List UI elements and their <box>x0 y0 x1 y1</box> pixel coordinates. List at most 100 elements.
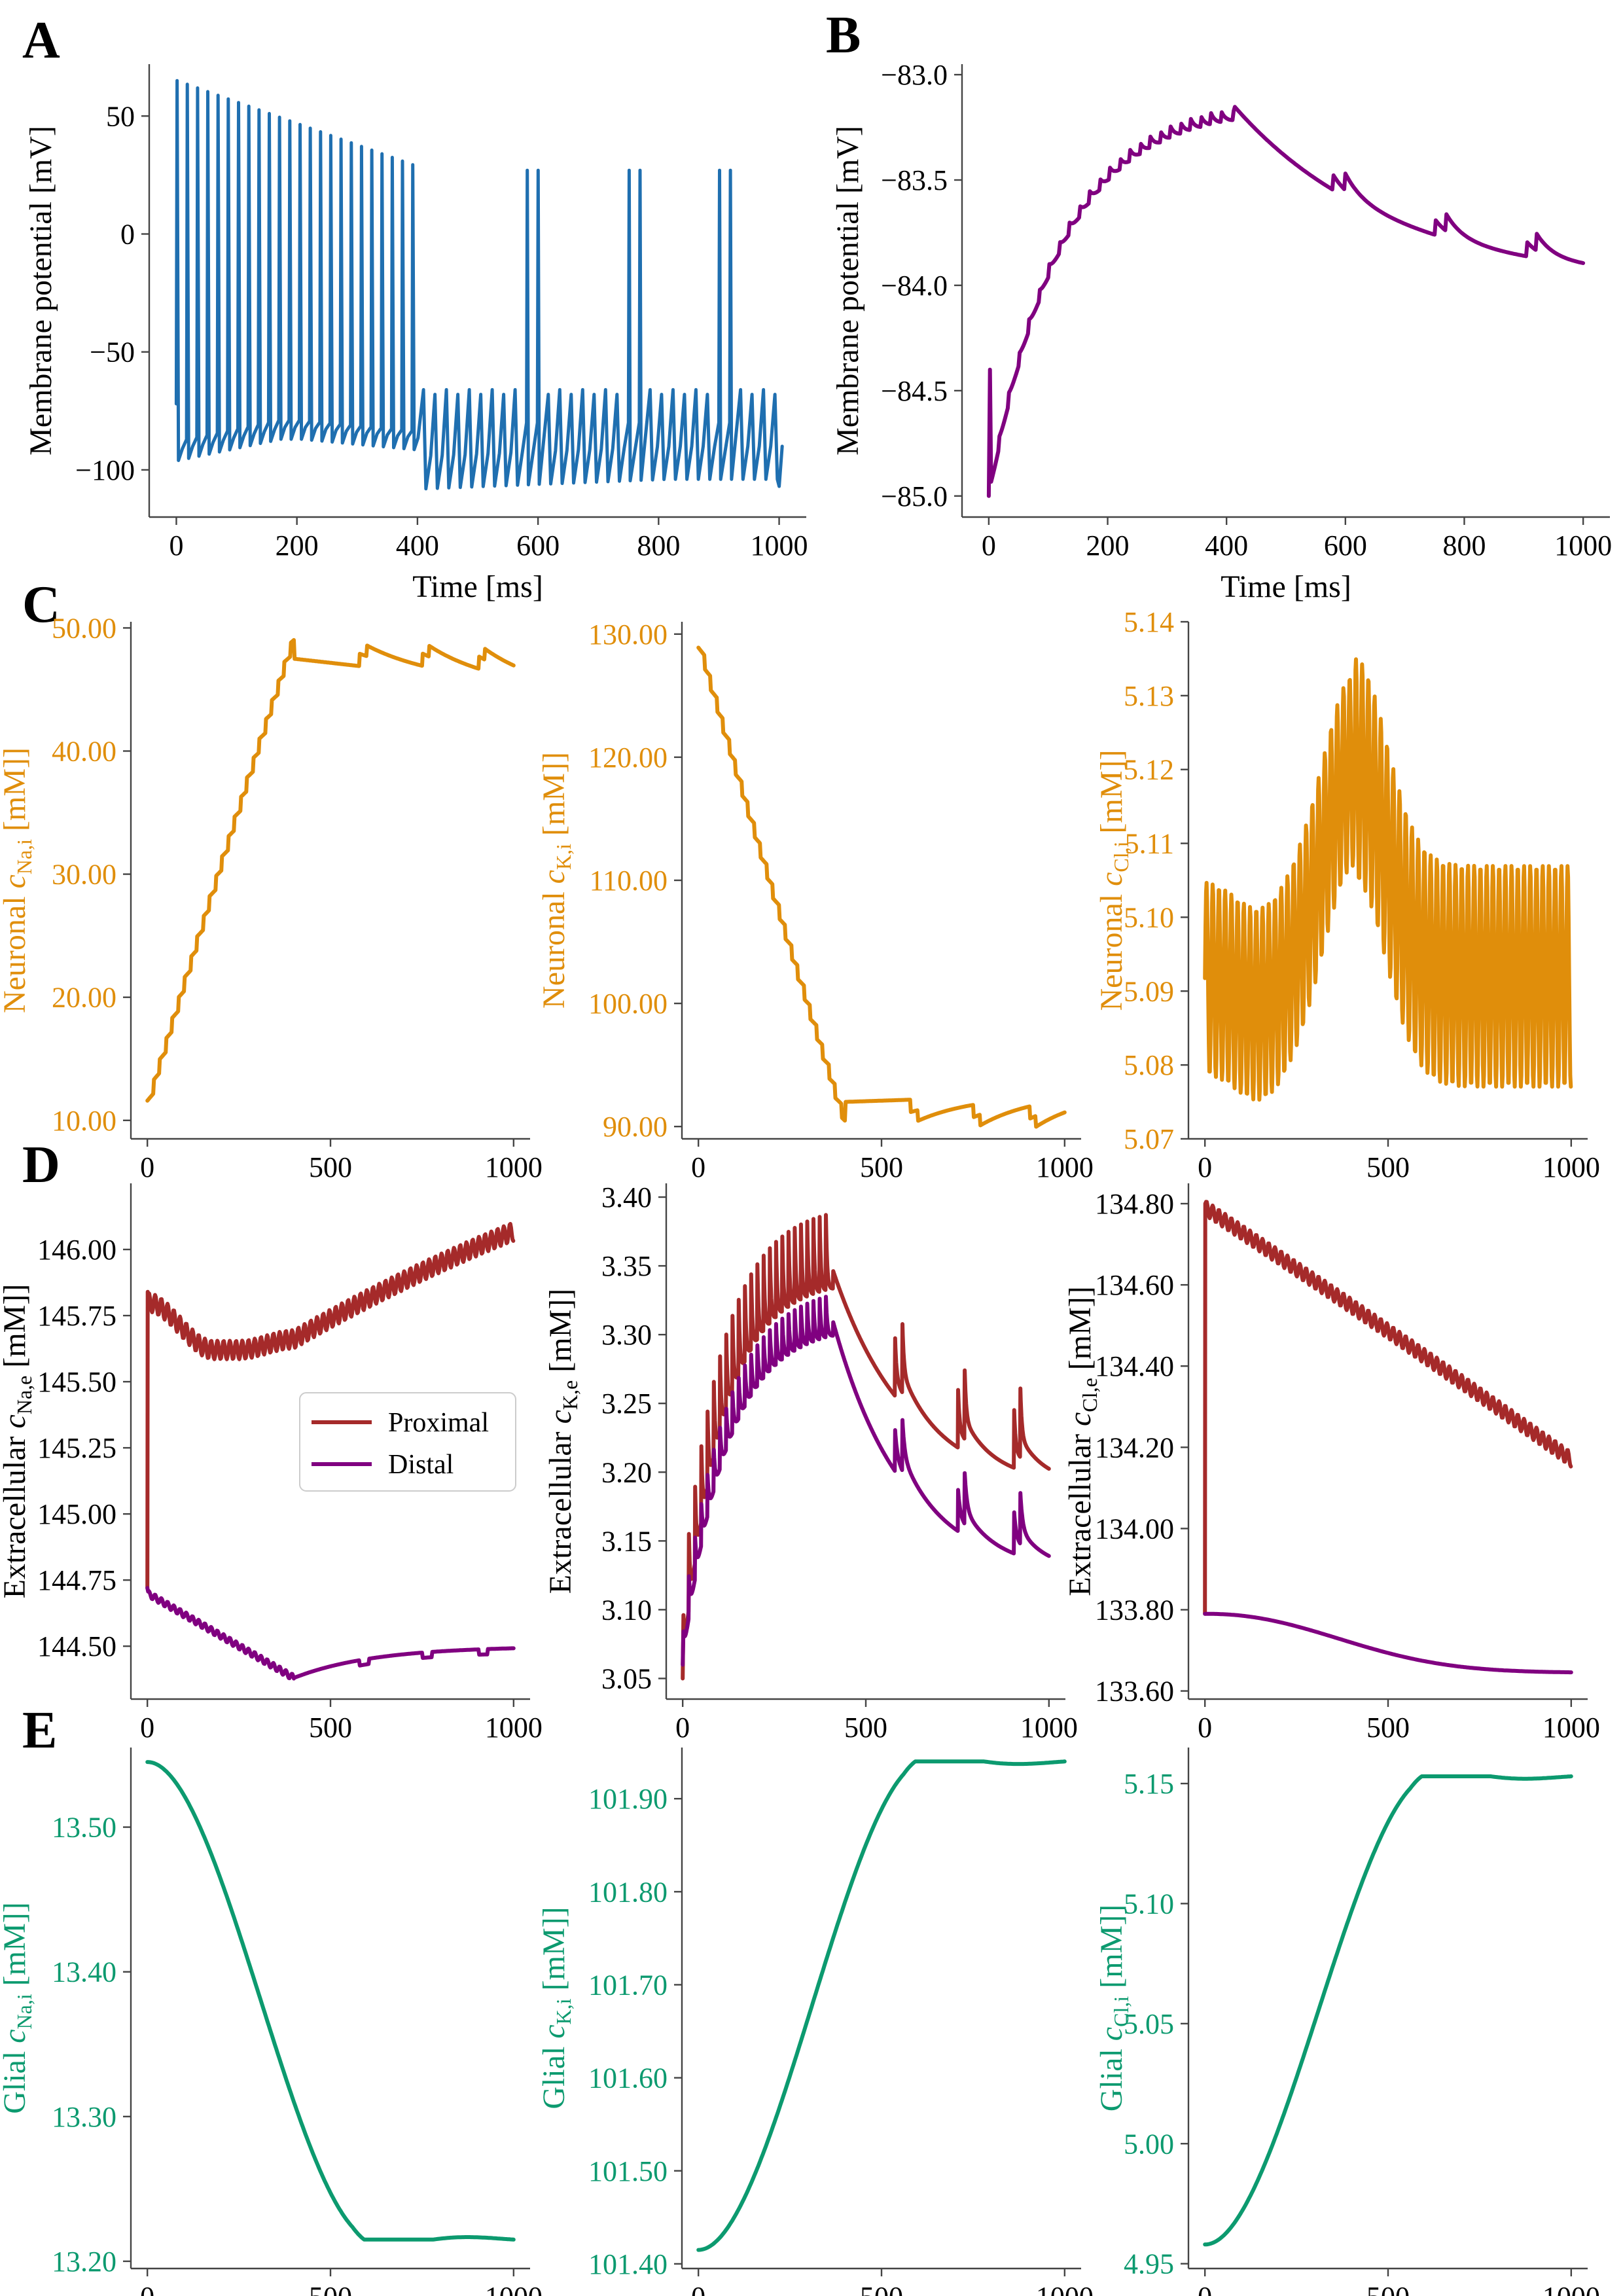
x-tick-label: 0 <box>982 529 996 562</box>
y-tick-label: 5.10 <box>1124 1888 1174 1920</box>
y-tick-label: 133.80 <box>1095 1594 1174 1626</box>
x-tick-label: 500 <box>309 1151 352 1183</box>
y-axis-label: Glial cNa,i [mM]] <box>0 1902 36 2113</box>
y-axis-label: Neuronal cCl,i [mM]] <box>1094 750 1133 1011</box>
y-axis-label-prefix: Extracellular <box>1063 1426 1097 1596</box>
x-tick-label: 1000 <box>1036 1151 1094 1183</box>
y-tick-label: 3.25 <box>601 1388 652 1420</box>
y-tick-label: 5.08 <box>1124 1049 1174 1081</box>
y-tick-label: 145.25 <box>37 1432 116 1464</box>
series-line-proximal <box>1203 1200 1573 1616</box>
y-axis-label-subscript: Cl,i <box>1109 841 1133 872</box>
chart-d2: 0 500 1000 3.05 3.10 3.15 3.20 3.25 3.30 3.35 3.40… <box>543 1181 1078 1744</box>
y-tick-label: 134.60 <box>1095 1269 1174 1301</box>
x-axis-label: Time [ms] <box>1221 569 1351 604</box>
x-tick-label: 0 <box>691 2281 705 2296</box>
y-axis-label-subscript: K,i <box>552 844 575 870</box>
y-axis-label-prefix: Neuronal <box>1094 886 1129 1011</box>
y-axis-label-prefix: Extracellular <box>543 1424 578 1594</box>
x-tick-label: 500 <box>309 1712 352 1744</box>
series-line-glial-k <box>696 1759 1067 2252</box>
y-tick-label: 4.95 <box>1124 2248 1174 2280</box>
x-tick-label: 500 <box>309 2281 352 2296</box>
y-tick-label: 144.50 <box>37 1630 116 1662</box>
y-axis-label-subscript: Cl,i <box>1109 1996 1133 2027</box>
x-tick-label: 500 <box>860 1151 903 1183</box>
y-axis-label-subscript: Na,i <box>12 839 36 874</box>
x-tick-label: 1000 <box>1543 1151 1600 1183</box>
y-axis-label-variable: c <box>1094 872 1129 886</box>
x-tick-label: 400 <box>1205 529 1248 562</box>
y-tick-label: 146.00 <box>37 1234 116 1266</box>
legend-box <box>299 1392 516 1492</box>
y-tick-label: 3.10 <box>601 1594 652 1626</box>
y-tick-label: 5.05 <box>1124 2008 1174 2040</box>
y-tick-label: 110.00 <box>590 865 668 897</box>
series-line-neuronal-na <box>145 637 516 1103</box>
y-axis-label-unit: [mM]] <box>537 1907 571 1998</box>
y-axis-label-unit: [mM]] <box>0 747 32 839</box>
x-tick-label: 800 <box>1442 529 1486 562</box>
y-tick-label: −84.5 <box>881 375 948 407</box>
y-tick-label: 145.75 <box>37 1300 116 1332</box>
series-line-distal <box>145 1586 516 1681</box>
y-tick-label: 5.15 <box>1124 1768 1174 1800</box>
y-axis-label-variable: c <box>0 874 32 888</box>
chart-e2: 0 500 1000 101.40 101.50 101.60 101.70 101.80 10… <box>537 1748 1094 2296</box>
y-axis-label-variable: c <box>1094 2027 1129 2041</box>
y-tick-label: 3.40 <box>601 1181 652 1213</box>
panel-letter-a: A <box>22 12 60 69</box>
y-tick-label: 3.30 <box>601 1319 652 1351</box>
y-axis-label-prefix: Extracellular <box>0 1428 32 1598</box>
series-line-membrane-potential <box>986 105 1586 498</box>
y-axis-label-prefix: Neuronal <box>537 884 571 1009</box>
y-axis-label: Neuronal cK,i [mM]] <box>537 752 575 1009</box>
y-tick-label: 5.11 <box>1125 828 1174 860</box>
y-tick-label: 3.15 <box>601 1525 652 1557</box>
y-axis-label-prefix: Glial <box>0 2043 32 2114</box>
y-tick-label: 3.05 <box>601 1662 652 1695</box>
series-line-distal <box>681 1295 1051 1667</box>
y-axis-label-subscript: Cl,e <box>1078 1378 1101 1412</box>
series-line-glial-na <box>145 1760 516 2242</box>
y-tick-label: 90.00 <box>603 1111 668 1143</box>
y-tick-label: 101.50 <box>588 2155 668 2187</box>
y-tick-label: 130.00 <box>588 619 668 651</box>
x-tick-label: 0 <box>1198 1712 1212 1744</box>
x-tick-label: 500 <box>1366 1712 1410 1744</box>
y-tick-label: 100.00 <box>588 988 668 1020</box>
y-tick-label: 13.30 <box>52 2101 116 2133</box>
y-tick-label: 3.35 <box>601 1250 652 1282</box>
x-tick-label: 800 <box>637 529 680 562</box>
x-tick-label: 0 <box>169 529 183 562</box>
panel-letter-d: D <box>22 1136 60 1194</box>
y-tick-label: 5.09 <box>1124 975 1174 1007</box>
y-tick-label: 50.00 <box>52 612 116 644</box>
y-axis-label-variable: c <box>537 2024 571 2038</box>
chart-c2: 0 500 1000 90.00 100.00 110.00 120.00 130.00 Neu… <box>537 619 1094 1183</box>
y-axis-label-unit: [mM]] <box>1094 1905 1129 1996</box>
x-tick-label: 0 <box>1198 1151 1212 1183</box>
y-axis-label-variable: c <box>543 1410 578 1424</box>
y-tick-label: 0 <box>120 219 135 251</box>
y-axis-label: Glial cCl,i [mM]] <box>1094 1905 1133 2111</box>
y-tick-label: 145.50 <box>37 1366 116 1398</box>
y-tick-label: 5.13 <box>1124 680 1174 712</box>
x-tick-label: 1000 <box>485 1151 543 1183</box>
y-axis-label-unit: [mM]] <box>0 1902 32 1994</box>
x-tick-label: 1000 <box>485 1712 543 1744</box>
y-tick-label: 5.12 <box>1124 754 1174 786</box>
x-tick-label: 1000 <box>1020 1712 1078 1744</box>
y-tick-label: −83.0 <box>881 59 948 91</box>
y-tick-label: 5.07 <box>1124 1123 1174 1155</box>
y-tick-label: 101.80 <box>588 1876 668 1908</box>
x-tick-label: 0 <box>675 1712 690 1744</box>
chart-b: 0 200 400 600 800 1000 −83.0 −83.5 −84.0 −84.5 −85… <box>830 59 1612 604</box>
y-tick-label: 10.00 <box>52 1105 116 1137</box>
y-tick-label: −50 <box>90 336 135 368</box>
y-tick-label: 101.70 <box>588 1969 668 2001</box>
y-axis-label: Membrane potential [mV] <box>830 126 865 456</box>
y-axis-label: Extracellular cCl,e [mM]] <box>1063 1286 1101 1596</box>
